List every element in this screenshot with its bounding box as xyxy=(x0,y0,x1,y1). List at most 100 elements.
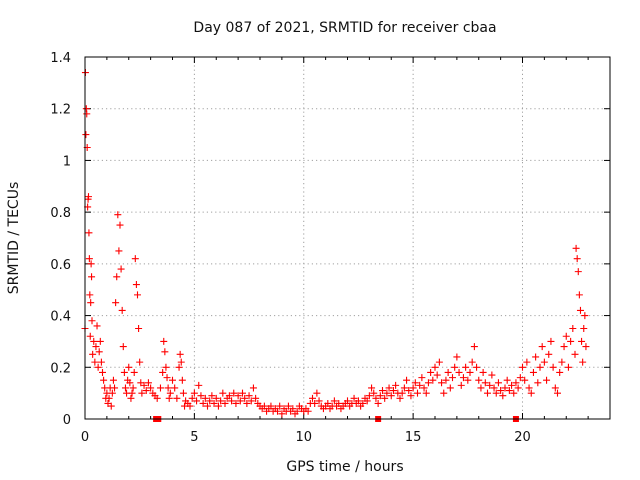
data-point xyxy=(400,384,408,392)
data-point xyxy=(368,384,376,392)
plot-frame xyxy=(84,56,611,420)
data-point xyxy=(556,368,564,376)
data-point xyxy=(165,394,173,402)
data-point xyxy=(219,389,227,397)
data-point xyxy=(470,343,478,351)
data-point xyxy=(468,358,476,366)
data-point xyxy=(284,402,292,410)
data-point xyxy=(481,379,489,387)
axis-ticks: 0 5 10 15 20 0 0.2 0.4 0.6 0.8 1 1.2 1.4 xyxy=(50,51,611,445)
data-point xyxy=(403,376,411,384)
data-point xyxy=(499,392,507,400)
data-point xyxy=(136,358,144,366)
data-point xyxy=(525,384,533,392)
x-axis-label: GPS time / hours xyxy=(286,459,403,475)
data-point xyxy=(414,389,421,397)
data-point xyxy=(574,268,582,276)
data-point xyxy=(464,376,472,384)
data-point xyxy=(289,405,297,413)
data-point xyxy=(381,394,389,402)
data-point xyxy=(455,368,463,376)
data-point xyxy=(132,281,140,289)
data-point xyxy=(94,363,102,371)
data-point xyxy=(376,392,384,400)
data-point xyxy=(431,363,439,371)
data-point xyxy=(385,384,393,392)
data-point xyxy=(163,374,171,382)
data-point xyxy=(111,384,119,392)
data-point xyxy=(144,379,152,387)
data-point xyxy=(304,407,312,415)
data-point xyxy=(201,394,209,402)
data-point xyxy=(398,389,406,397)
data-point xyxy=(243,399,251,407)
data-point xyxy=(120,368,128,376)
data-point xyxy=(131,255,139,263)
data-point xyxy=(363,397,371,405)
data-point xyxy=(311,399,319,407)
data-point xyxy=(453,353,461,361)
data-point xyxy=(427,368,435,376)
data-point xyxy=(370,389,378,397)
data-point xyxy=(484,389,491,397)
data-point xyxy=(389,387,397,395)
chart-title: Day 087 of 2021, SRMTID for receiver cba… xyxy=(193,20,496,36)
data-point xyxy=(475,376,483,384)
data-point xyxy=(324,399,332,407)
data-point xyxy=(278,410,286,418)
data-point xyxy=(121,384,129,392)
data-point xyxy=(107,402,115,410)
data-point xyxy=(228,397,236,405)
data-point xyxy=(119,343,127,351)
data-point xyxy=(91,358,99,366)
data-point xyxy=(173,394,181,402)
data-point xyxy=(392,381,400,389)
data-point xyxy=(567,337,575,345)
x-tick-label: 20 xyxy=(514,430,531,445)
data-point xyxy=(274,407,281,415)
data-point xyxy=(179,389,187,397)
data-point xyxy=(571,350,579,358)
data-point xyxy=(494,379,502,387)
y-tick-label: 0.8 xyxy=(50,206,71,221)
data-point xyxy=(87,299,95,307)
data-point xyxy=(473,363,481,371)
data-point xyxy=(449,374,456,382)
data-point xyxy=(113,273,121,281)
data-point xyxy=(236,397,244,405)
data-point xyxy=(383,389,391,397)
data-point xyxy=(197,392,205,400)
data-point xyxy=(569,325,577,332)
data-point xyxy=(95,348,103,356)
data-point xyxy=(115,247,123,255)
data-point xyxy=(130,368,138,376)
data-point xyxy=(313,389,321,397)
data-point xyxy=(85,255,93,263)
data-point xyxy=(85,193,92,201)
data-point xyxy=(420,384,428,392)
data-point xyxy=(309,394,316,402)
data-point xyxy=(536,363,544,371)
data-point xyxy=(87,260,95,268)
data-point xyxy=(93,322,101,330)
data-point xyxy=(97,358,105,366)
data-point xyxy=(416,381,424,389)
data-point xyxy=(241,394,249,402)
data-point xyxy=(505,387,513,395)
data-point xyxy=(210,399,218,407)
y-tick-label: 1 xyxy=(63,154,71,169)
data-point xyxy=(457,381,465,389)
data-point xyxy=(532,353,540,361)
data-point xyxy=(330,397,338,405)
data-point xyxy=(477,384,485,392)
data-point xyxy=(86,291,94,299)
data-point xyxy=(576,306,584,314)
data-point xyxy=(527,389,535,397)
data-point xyxy=(153,394,161,402)
data-point xyxy=(105,394,113,402)
data-point xyxy=(108,389,116,397)
data-point xyxy=(142,387,150,395)
y-axis-label: SRMTID / TECUs xyxy=(6,182,22,295)
data-point xyxy=(109,376,117,384)
data-point xyxy=(249,384,257,392)
